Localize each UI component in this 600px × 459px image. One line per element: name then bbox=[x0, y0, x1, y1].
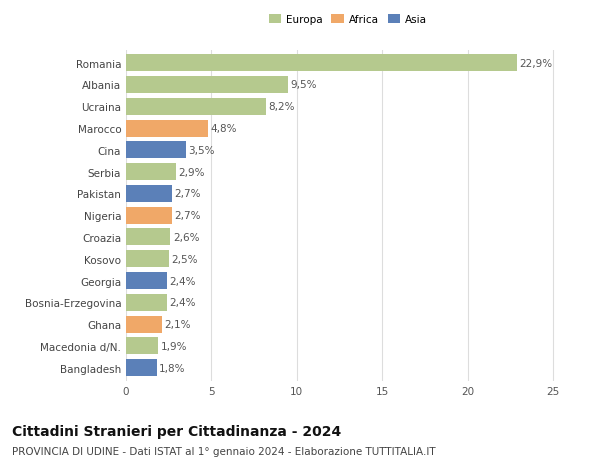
Bar bbox=[126, 185, 172, 202]
Text: 2,7%: 2,7% bbox=[175, 211, 201, 221]
Text: 22,9%: 22,9% bbox=[520, 59, 553, 68]
Text: 2,4%: 2,4% bbox=[170, 298, 196, 308]
Text: 1,9%: 1,9% bbox=[161, 341, 188, 351]
Bar bbox=[126, 99, 266, 116]
Bar bbox=[126, 207, 172, 224]
Text: 2,7%: 2,7% bbox=[175, 189, 201, 199]
Bar bbox=[126, 229, 170, 246]
Bar bbox=[126, 164, 176, 181]
Text: 2,9%: 2,9% bbox=[178, 167, 205, 177]
Bar bbox=[126, 142, 186, 159]
Text: 3,5%: 3,5% bbox=[188, 146, 215, 156]
Bar bbox=[126, 77, 288, 94]
Bar bbox=[126, 316, 162, 333]
Text: PROVINCIA DI UDINE - Dati ISTAT al 1° gennaio 2024 - Elaborazione TUTTITALIA.IT: PROVINCIA DI UDINE - Dati ISTAT al 1° ge… bbox=[12, 446, 436, 456]
Bar bbox=[126, 359, 157, 376]
Bar bbox=[126, 273, 167, 290]
Bar bbox=[126, 251, 169, 268]
Bar bbox=[126, 338, 158, 355]
Text: 1,8%: 1,8% bbox=[160, 363, 186, 373]
Bar bbox=[126, 55, 517, 72]
Legend: Europa, Africa, Asia: Europa, Africa, Asia bbox=[267, 13, 429, 27]
Text: 8,2%: 8,2% bbox=[269, 102, 295, 112]
Text: 2,6%: 2,6% bbox=[173, 232, 199, 242]
Text: Cittadini Stranieri per Cittadinanza - 2024: Cittadini Stranieri per Cittadinanza - 2… bbox=[12, 425, 341, 438]
Text: 2,4%: 2,4% bbox=[170, 276, 196, 286]
Bar bbox=[126, 120, 208, 137]
Text: 2,5%: 2,5% bbox=[171, 254, 198, 264]
Bar bbox=[126, 294, 167, 311]
Text: 4,8%: 4,8% bbox=[211, 124, 237, 134]
Text: 9,5%: 9,5% bbox=[291, 80, 317, 90]
Text: 2,1%: 2,1% bbox=[164, 319, 191, 330]
